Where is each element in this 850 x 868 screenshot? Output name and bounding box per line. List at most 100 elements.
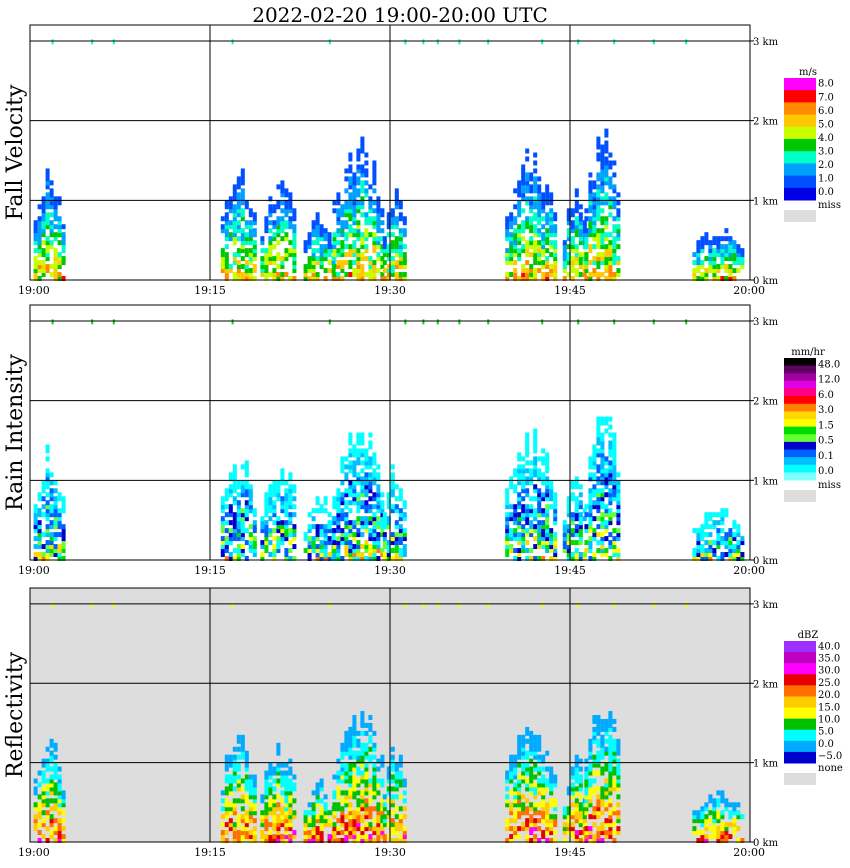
- colorbar-label: 25.0: [818, 678, 840, 689]
- colorbar-label: 6.0: [818, 106, 834, 117]
- colorbar-swatch: [784, 373, 816, 382]
- colorbar-label: 0.1: [818, 451, 834, 462]
- colorbar-swatch: [784, 685, 816, 697]
- colorbar-swatch: [784, 187, 816, 201]
- colorbar-swatch: [784, 380, 816, 389]
- colorbar-swatch: [784, 718, 816, 731]
- colorbar-swatch: [784, 388, 816, 397]
- colorbar-unit: mm/hr: [791, 347, 825, 358]
- colorbar-missing-label: miss: [818, 200, 841, 211]
- colorbar-label: 40.0: [818, 641, 840, 652]
- colorbar-swatch: [784, 126, 816, 140]
- colorbar-label: 6.0: [818, 390, 834, 401]
- x-tick-label: 20:00: [733, 846, 765, 859]
- y-tick-label: 2 km: [753, 679, 779, 690]
- colorbar-swatch: [784, 472, 816, 481]
- colorbar-swatch: [784, 434, 816, 443]
- y-tick-label: 0 km: [753, 276, 779, 287]
- colorbar-label: 1.5: [818, 420, 834, 431]
- colorbar-label: 8.0: [818, 79, 834, 90]
- x-tick-label: 19:15: [194, 846, 226, 859]
- y-tick-label: 1 km: [753, 196, 779, 207]
- y-tick-label: 1 km: [753, 759, 779, 770]
- y-axis-label: Reflectivity: [3, 651, 28, 778]
- plot-frame: [29, 24, 751, 281]
- colorbar-swatch: [784, 441, 816, 450]
- colorbar-swatch: [784, 696, 816, 709]
- colorbar-label: 0.5: [818, 436, 834, 447]
- colorbar-swatch: [784, 175, 816, 189]
- y-axis-label: Rain Intensity: [3, 353, 28, 510]
- colorbar-unit: dBZ: [798, 630, 819, 641]
- y-tick-label: 2 km: [753, 397, 779, 408]
- x-tick-label: 20:00: [733, 564, 765, 577]
- colorbar-missing-swatch: [784, 773, 816, 785]
- x-tick-label: 19:30: [374, 284, 406, 297]
- x-tick-label: 19:30: [374, 564, 406, 577]
- colorbar-label: 0.0: [818, 187, 834, 198]
- plot-frame: [29, 587, 751, 843]
- colorbar-swatch: [784, 419, 816, 428]
- colorbar-swatch: [784, 464, 816, 473]
- x-tick-label: 20:00: [733, 284, 765, 297]
- colorbar-label: 30.0: [818, 666, 840, 677]
- panel-3: Reflectivity 19:00 19:15 19:30 19:45 20:000 k…: [3, 587, 843, 859]
- colorbar-label: 1.0: [818, 174, 834, 185]
- y-tick-label: 1 km: [753, 476, 779, 487]
- colorbar-missing-swatch: [784, 490, 816, 502]
- colorbar-swatch: [784, 114, 816, 128]
- colorbar: m/s8.0 7.0 6.0 5.0 4.0 3.0 2.0 1.0 0.0 miss: [784, 67, 841, 222]
- panel-1: Fall Velocity 19:00 19:15 19:30 19:45 20:000 …: [3, 24, 841, 297]
- colorbar-swatch: [784, 449, 816, 458]
- colorbar-swatch: [784, 457, 816, 466]
- y-tick-label: 2 km: [753, 117, 779, 128]
- colorbar-swatch: [784, 740, 816, 753]
- colorbar-swatch: [784, 365, 816, 374]
- colorbar-swatch: [784, 78, 816, 91]
- colorbar-swatch: [784, 90, 816, 103]
- y-tick-label: 3 km: [753, 600, 779, 611]
- colorbar-swatch: [784, 102, 816, 116]
- colorbar-label: 5.0: [818, 727, 834, 738]
- colorbar-swatch: [784, 151, 816, 164]
- y-tick-label: 3 km: [753, 37, 779, 48]
- y-axis-label: Fall Velocity: [3, 84, 28, 220]
- colorbar-missing-label: none: [818, 763, 843, 774]
- colorbar-swatch: [784, 674, 816, 686]
- colorbar-unit: m/s: [799, 67, 817, 78]
- colorbar-swatch: [784, 403, 816, 412]
- plot-frame: [29, 304, 751, 561]
- x-tick-label: 19:00: [18, 846, 50, 859]
- colorbar-swatch: [784, 163, 816, 177]
- colorbar-swatch: [784, 751, 816, 764]
- x-tick-label: 19:15: [194, 284, 226, 297]
- x-tick-label: 19:45: [554, 284, 586, 297]
- precip-field: [33, 39, 745, 281]
- colorbar-label: −5.0: [818, 751, 842, 762]
- figure-title: 2022-02-20 19:00-20:00 UTC: [252, 3, 548, 27]
- colorbar-swatch: [784, 139, 816, 152]
- colorbar-swatch: [784, 426, 816, 435]
- colorbar-label: 2.0: [818, 160, 834, 171]
- colorbar-label: 20.0: [818, 690, 840, 701]
- colorbar-label: 10.0: [818, 714, 840, 725]
- x-tick-label: 19:45: [554, 846, 586, 859]
- colorbar-swatch: [784, 652, 816, 664]
- colorbar-swatch: [784, 729, 816, 742]
- colorbar-swatch: [784, 411, 816, 420]
- colorbar-label: 12.0: [818, 375, 840, 386]
- colorbar-missing-swatch: [784, 210, 816, 222]
- colorbar-swatch: [784, 707, 816, 720]
- y-tick-label: 0 km: [753, 838, 779, 849]
- colorbar-label: 3.0: [818, 147, 834, 158]
- colorbar-label: 3.0: [818, 405, 834, 416]
- x-tick-label: 19:30: [374, 846, 406, 859]
- x-tick-label: 19:00: [18, 564, 50, 577]
- colorbar-label: 48.0: [818, 359, 840, 370]
- x-tick-label: 19:45: [554, 564, 586, 577]
